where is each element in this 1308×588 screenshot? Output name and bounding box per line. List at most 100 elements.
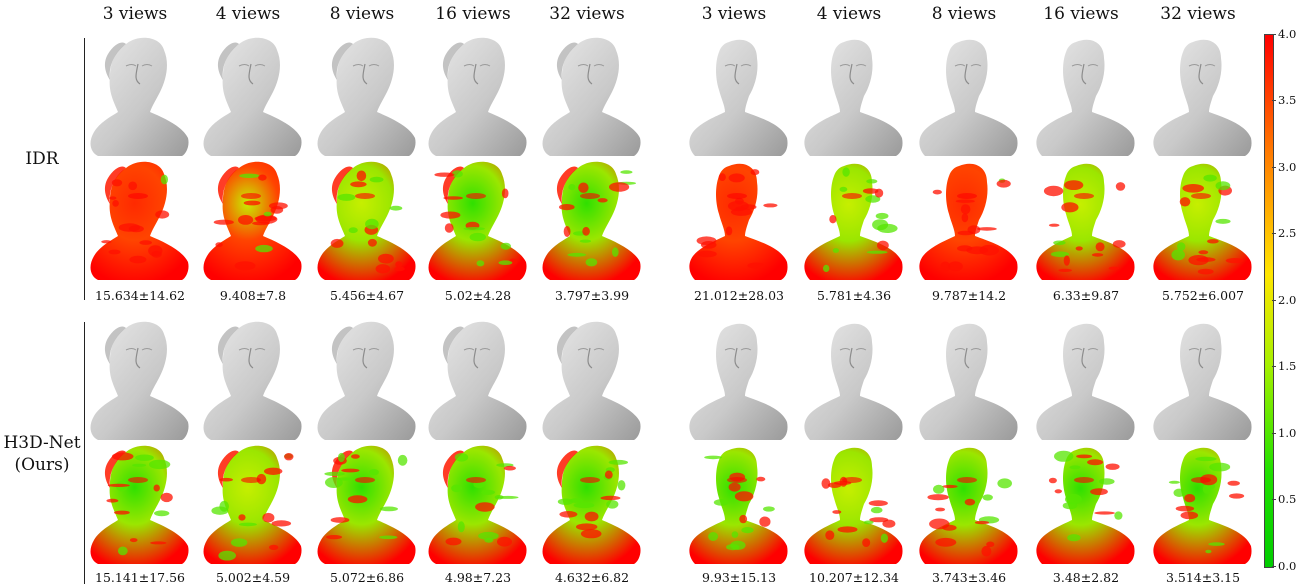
h3d-left-error-render [86, 442, 192, 564]
idr-left-surface-render [199, 34, 305, 156]
row-label-h3d-name: H3D-Net [3, 433, 81, 453]
h3d-right-error-render [915, 442, 1021, 564]
colorbar: 4.0 3.5 3.0 2.5 2.0 1.5 1.0 0.5 0.0 [1262, 27, 1306, 573]
bust-error-map [689, 163, 788, 280]
idr-right-error-render [685, 158, 791, 280]
bust-surface [428, 321, 527, 440]
bust-error-map [804, 447, 903, 564]
col-header-right-8: 8 views [931, 4, 997, 24]
col-header-left-4: 4 views [215, 4, 281, 24]
bust-surface [317, 321, 416, 440]
idr-left-error-render [538, 158, 644, 280]
err-idr-4: 5.02±4.28 [444, 288, 512, 303]
row-label-h3d: H3D-Net (Ours) [0, 432, 84, 476]
err-h3d-4: 4.98±7.23 [444, 570, 512, 585]
err-h3d-9: 3.48±2.82 [1052, 570, 1120, 585]
bust-surface [90, 37, 189, 156]
err-idr-3: 5.456±4.67 [329, 288, 405, 303]
h3d-right-error-render [1032, 442, 1138, 564]
idr-right-error-render [800, 158, 906, 280]
idr-right-error-render [915, 158, 1021, 280]
row-divider-h3d [84, 322, 85, 584]
colorbar-tick: 3.5 [1271, 93, 1297, 107]
err-h3d-1: 15.141±17.56 [95, 570, 185, 585]
bust-surface [317, 37, 416, 156]
idr-right-surface-render [685, 34, 791, 156]
bust-surface [1153, 323, 1252, 440]
row-divider-idr [84, 38, 85, 300]
h3d-right-error-render [685, 442, 791, 564]
bust-error-map [804, 163, 903, 280]
col-header-right-4: 4 views [816, 4, 882, 24]
bust-surface [542, 321, 641, 440]
err-h3d-7: 10.207±12.34 [809, 570, 899, 585]
colorbar-gradient [1264, 34, 1274, 568]
err-idr-1: 15.634±14.62 [95, 288, 185, 303]
bust-surface [689, 323, 788, 440]
col-header-left-8: 8 views [329, 4, 395, 24]
idr-right-surface-render [800, 34, 906, 156]
idr-right-surface-render [1149, 34, 1255, 156]
h3d-right-surface-render [1032, 318, 1138, 440]
h3d-left-error-render [313, 442, 419, 564]
bust-surface [804, 323, 903, 440]
err-idr-5: 3.797±3.99 [554, 288, 630, 303]
h3d-left-surface-render [86, 318, 192, 440]
idr-right-error-render [1149, 158, 1255, 280]
err-idr-2: 9.408±7.8 [219, 288, 287, 303]
col-header-right-16: 16 views [1043, 4, 1119, 24]
bust-surface [919, 39, 1018, 156]
idr-left-error-render [313, 158, 419, 280]
idr-right-error-render [1032, 158, 1138, 280]
colorbar-tick: 4.0 [1271, 27, 1297, 41]
err-h3d-8: 3.743±3.46 [931, 570, 1007, 585]
h3d-left-surface-render [199, 318, 305, 440]
col-header-right-3: 3 views [701, 4, 767, 24]
h3d-left-error-render [538, 442, 644, 564]
err-idr-9: 6.33±9.87 [1052, 288, 1120, 303]
err-idr-8: 9.787±14.2 [931, 288, 1007, 303]
bust-error-map [1153, 447, 1252, 564]
bust-error-map [1036, 447, 1135, 564]
bust-surface [90, 321, 189, 440]
h3d-left-error-render [199, 442, 305, 564]
col-header-left-32: 32 views [549, 4, 625, 24]
bust-surface [1036, 323, 1135, 440]
h3d-right-surface-render [685, 318, 791, 440]
idr-left-error-render [199, 158, 305, 280]
idr-left-surface-render [86, 34, 192, 156]
h3d-right-error-render [1149, 442, 1255, 564]
err-h3d-3: 5.072±6.86 [329, 570, 405, 585]
bust-error-map [1036, 163, 1135, 280]
h3d-right-error-render [800, 442, 906, 564]
bust-surface [804, 39, 903, 156]
err-idr-10: 5.752±6.007 [1161, 288, 1245, 303]
row-label-idr: IDR [25, 149, 59, 169]
bust-surface [1153, 39, 1252, 156]
colorbar-tick: 2.0 [1271, 293, 1297, 307]
colorbar-tick: 2.5 [1271, 226, 1297, 240]
colorbar-tick: 1.0 [1271, 426, 1297, 440]
bust-surface [1036, 39, 1135, 156]
colorbar-tick: 1.5 [1271, 359, 1297, 373]
h3d-left-surface-render [424, 318, 530, 440]
err-h3d-5: 4.632±6.82 [554, 570, 630, 585]
h3d-left-surface-render [538, 318, 644, 440]
idr-left-surface-render [424, 34, 530, 156]
err-idr-7: 5.781±4.36 [816, 288, 892, 303]
bust-surface [203, 321, 302, 440]
row-label-h3d-ours: (Ours) [14, 455, 70, 475]
idr-left-surface-render [313, 34, 419, 156]
err-h3d-10: 3.514±3.15 [1165, 570, 1241, 585]
bust-error-map [90, 445, 189, 564]
idr-left-error-render [424, 158, 530, 280]
col-header-right-32: 32 views [1160, 4, 1236, 24]
bust-error-map [428, 161, 527, 280]
h3d-right-surface-render [1149, 318, 1255, 440]
bust-surface [428, 37, 527, 156]
colorbar-tick: 0.5 [1271, 492, 1297, 506]
bust-surface [203, 37, 302, 156]
idr-left-error-render [86, 158, 192, 280]
idr-right-surface-render [915, 34, 1021, 156]
idr-right-surface-render [1032, 34, 1138, 156]
